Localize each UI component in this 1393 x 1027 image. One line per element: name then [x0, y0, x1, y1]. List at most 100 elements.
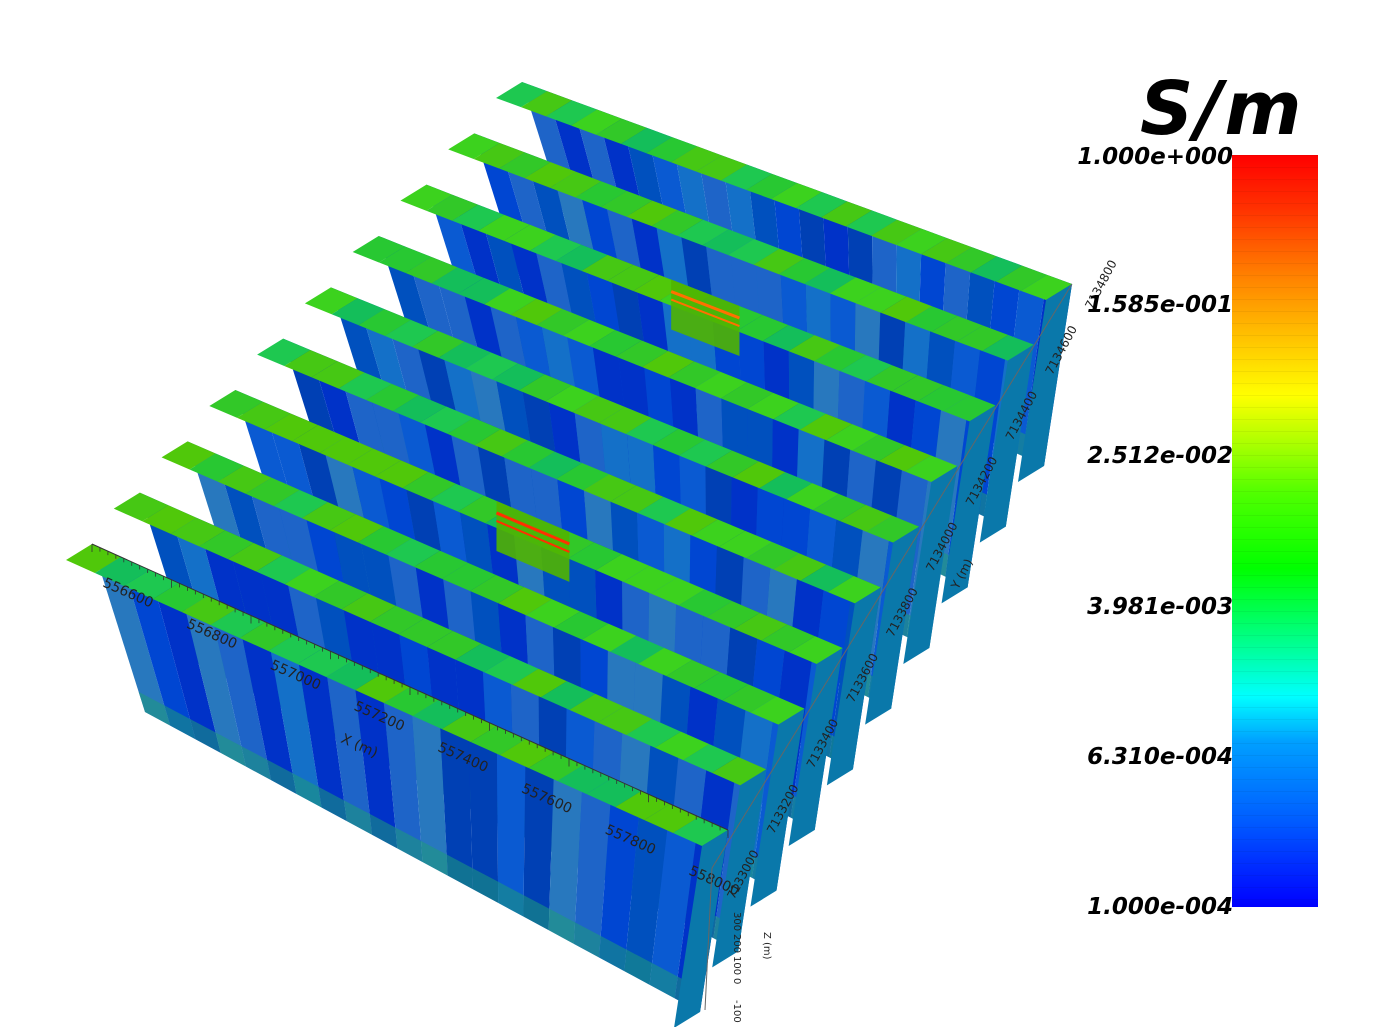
section-top-cell	[492, 363, 545, 391]
z-tick-label: -100	[731, 1000, 742, 1023]
section-top-cell	[866, 365, 918, 392]
section-top-cell	[839, 504, 893, 532]
section-top-cell	[773, 403, 826, 430]
section-top-cell	[678, 589, 733, 618]
section-top-cell	[621, 127, 672, 154]
section-top-cell	[626, 200, 678, 227]
section-top-cell	[852, 434, 905, 462]
section-top-cell	[189, 453, 244, 482]
section-top-cell	[733, 612, 788, 641]
y-axis-line	[711, 283, 1073, 869]
section-top-cell	[427, 631, 482, 660]
section-face-cell	[323, 648, 373, 835]
section-top-cell	[385, 538, 440, 567]
section-top-cell	[569, 693, 624, 723]
section-top-cell	[799, 413, 853, 441]
section-top-cell	[512, 668, 567, 698]
section-base-cell	[343, 800, 373, 835]
section-top-cell	[706, 601, 760, 629]
colorbar-tick-label: 1.585e-001	[1087, 292, 1233, 318]
section-top-cell	[610, 485, 664, 513]
section-top-cell	[946, 247, 997, 273]
anomaly-streak	[670, 298, 740, 327]
section-top-cell	[582, 623, 637, 652]
section-top-cell	[503, 224, 556, 251]
section-top-cell	[411, 330, 465, 358]
section-top-cell	[880, 296, 933, 323]
section-top-cell	[413, 550, 468, 579]
section-top-cell	[430, 483, 484, 512]
section-top-cell	[529, 234, 582, 261]
section-base-cell	[624, 949, 653, 985]
section-base-cell	[548, 908, 576, 944]
section-base-cell	[395, 827, 423, 862]
section-top-cell	[581, 254, 634, 281]
section-top-cell	[227, 542, 283, 572]
section-top-cell	[607, 264, 660, 291]
section-face-cell	[649, 804, 700, 999]
section-top-cell	[812, 494, 866, 521]
section-top-cell	[646, 137, 697, 163]
section-top-cell	[753, 248, 805, 275]
section-top-cell	[896, 228, 947, 255]
section-top-cell	[301, 502, 356, 531]
section-top-cell	[438, 341, 492, 369]
section-top-cell	[732, 461, 786, 489]
section-top-cell	[568, 542, 622, 571]
section-top-cell	[846, 210, 897, 236]
z-tick-label: 100	[731, 956, 742, 975]
section-top-cell	[694, 672, 749, 701]
section-top-cell	[209, 390, 263, 418]
section-top-cell	[878, 445, 932, 472]
section-top-cell	[311, 361, 365, 389]
section-top-cell	[694, 371, 747, 399]
section-face-cell	[496, 726, 526, 917]
section-top-cell	[572, 396, 625, 423]
section-top-cell	[341, 593, 397, 622]
section-top-cell	[256, 555, 311, 585]
section-top-cell	[722, 684, 777, 713]
section-top-cell	[891, 375, 944, 402]
section-top-cell	[804, 267, 856, 294]
section-top-cell	[637, 496, 691, 525]
section-top-cell	[448, 133, 500, 159]
section-top-cell	[814, 345, 867, 372]
section-top-cell	[331, 298, 385, 326]
section-face-cell	[467, 713, 499, 903]
section-top-cell	[501, 440, 555, 468]
section-face-cell	[236, 609, 297, 794]
section-top-cell	[498, 587, 553, 616]
section-top-cell	[518, 374, 572, 402]
section-top-cell	[668, 361, 721, 388]
section-top-cell	[217, 465, 272, 494]
section-top-cell	[470, 575, 525, 604]
section-top-cell	[786, 483, 839, 511]
section-top-cell	[651, 577, 705, 606]
section-side-face	[674, 830, 728, 1027]
section-side-face	[1018, 284, 1072, 482]
section-top-cell	[677, 219, 729, 246]
section-top-cell	[719, 530, 773, 559]
section-face-cell	[120, 557, 196, 740]
colorbar-tick-label: 1.000e+000	[1077, 144, 1233, 170]
section-top-cell	[623, 565, 678, 594]
section-top-cell	[358, 309, 412, 336]
section-base-cell	[266, 759, 297, 794]
section-top-cell	[705, 450, 759, 478]
section-top-cell	[728, 239, 780, 265]
section-top-cell	[599, 407, 652, 434]
section-top-cell	[236, 401, 291, 430]
section-side-face	[826, 587, 881, 786]
section-top-cell	[284, 568, 340, 597]
z-axis-line	[704, 867, 713, 1011]
section-top-cell	[365, 383, 419, 412]
section-side-face	[750, 708, 805, 907]
section-top-cell	[571, 109, 622, 135]
section-top-cell	[473, 142, 526, 169]
section-top-cell	[357, 526, 412, 555]
section-base-cell	[599, 935, 627, 972]
section-face-cell	[294, 635, 347, 822]
section-top-cell	[982, 335, 1034, 361]
section-base-cell	[164, 705, 196, 740]
section-top-cell	[575, 181, 627, 207]
